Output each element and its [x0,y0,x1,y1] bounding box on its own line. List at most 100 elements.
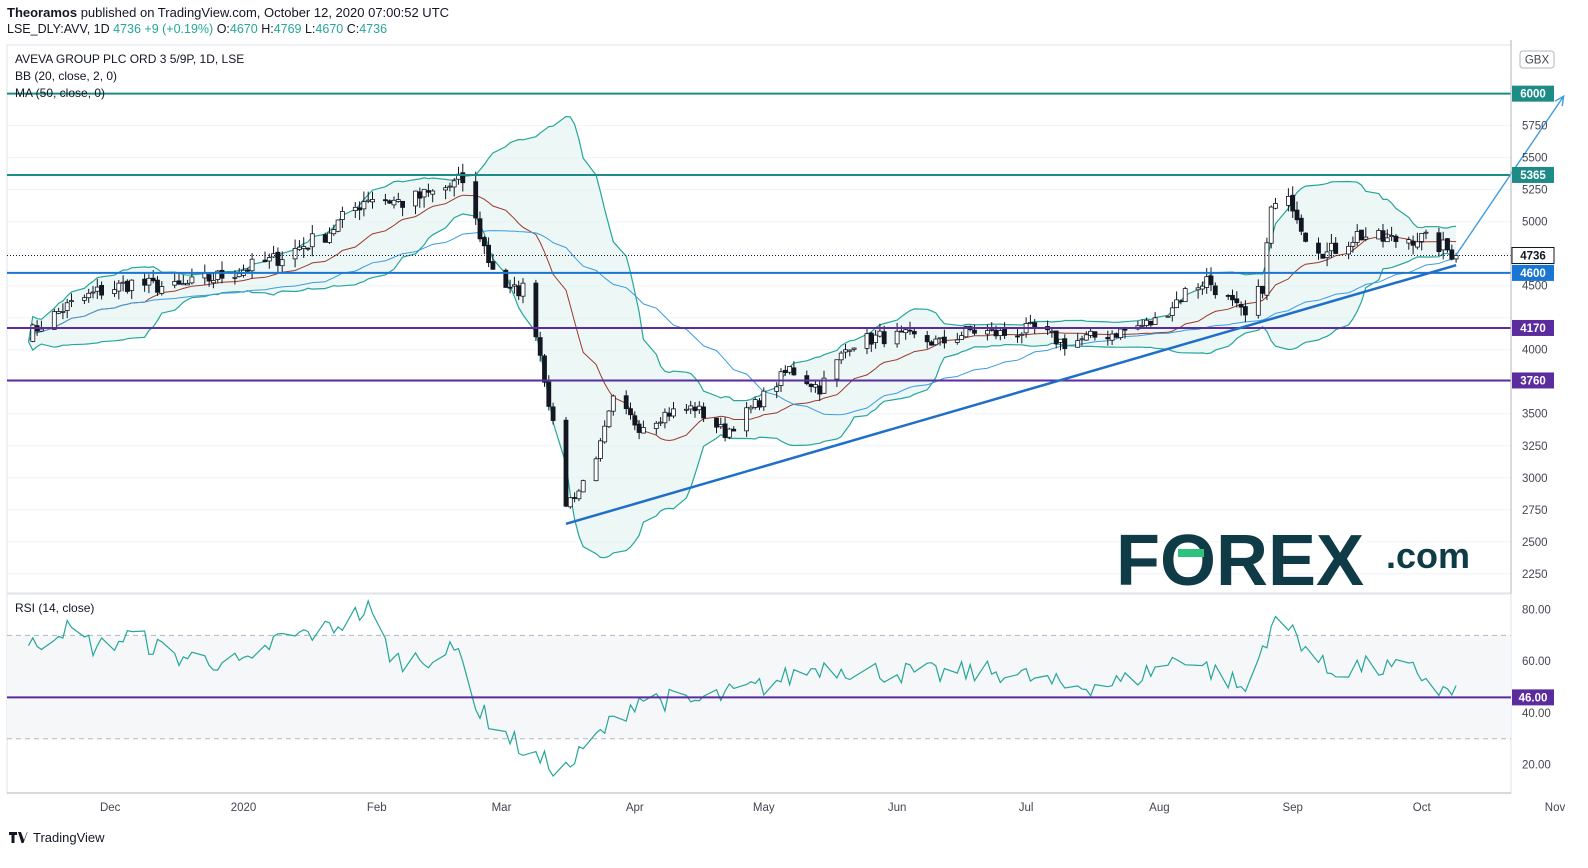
candle [460,163,466,192]
candle-body [1092,331,1098,338]
rsi-band-fill [7,635,1511,739]
candle [911,327,917,339]
rsi-line [27,598,1457,777]
candle-body [425,190,431,193]
candle [942,329,947,349]
candle [451,178,457,197]
candle-body [744,407,749,432]
candle-body [1019,333,1025,336]
candle [125,279,130,294]
candle-body [731,428,737,432]
candle-body [1182,288,1188,303]
tradingview-brand[interactable]: TradingView [33,830,105,845]
candle-body [1109,333,1115,341]
candle-body [69,300,74,303]
candle-body [993,329,999,337]
candle-body [150,277,156,282]
candle-body [112,289,117,294]
candle [1350,236,1356,253]
rsi-pane[interactable]: RSI (14, close) [6,593,1512,794]
projection-arrow[interactable] [1455,94,1565,256]
candle-body [714,417,719,428]
candle [1174,291,1179,309]
candle [598,438,603,462]
date-tick-Jun: Jun [888,802,907,814]
publish-line: Theoramos published on TradingView.com, … [7,5,449,20]
price-axis[interactable]: 2250 2500 2750 3000 3250 3500 4000 4500 5000 5250… [1510,40,1548,793]
open-label: O: [216,22,230,36]
candle-body [82,297,87,301]
price-pane[interactable] [6,44,1565,594]
candle-body [370,199,375,203]
candle-body [1268,206,1274,244]
candle [567,497,573,509]
price-tick-3500: 3500 [1522,409,1548,421]
logo-green-bar [1178,549,1204,557]
candle [972,324,977,336]
candle [279,251,285,274]
candle [443,185,449,200]
candle [361,191,367,217]
price-tick-5000: 5000 [1522,217,1548,229]
candle [1419,232,1425,251]
candle [1053,330,1059,349]
candle-body [877,330,883,337]
candle [924,330,930,349]
candle [1324,242,1330,267]
candle [1359,229,1364,241]
candle-body [997,330,1003,336]
candle-body [963,326,969,338]
rsi-level-tag [1512,689,1554,706]
candle-body [1075,340,1081,348]
candle-body [219,269,225,279]
candle [370,191,375,209]
candle-body [701,406,706,419]
candle-body [1286,196,1291,206]
candle-body [382,199,388,202]
date-tick-2020: 2020 [231,802,257,814]
candle-body [176,280,182,285]
candle-body [473,181,479,219]
candle-body [361,201,367,210]
candle [1298,214,1304,236]
candle [51,308,57,330]
author-name[interactable]: Theoramos [7,5,78,20]
candle [881,325,887,348]
candle [1255,279,1261,319]
date-axis[interactable]: Dec 2020 Feb Mar Apr May Jun Jul Aug Sep Oct Nov [7,792,1565,814]
support-trendline[interactable] [565,264,1457,526]
candle-body [1230,294,1235,301]
candle-body [1208,275,1214,286]
candle-body [593,458,599,482]
candle-body [180,283,186,286]
candle-body [421,188,427,198]
candle [481,235,487,255]
candle-body [1053,330,1059,345]
price-tick-5250: 5250 [1522,185,1548,197]
candle-body [1376,230,1382,240]
low-label: L: [304,22,316,36]
legend-ma[interactable]: MA (50, close, 0) [15,86,105,100]
candle-body [1316,242,1321,254]
currency-badge[interactable]: GBX [1519,50,1555,69]
rsi-axis[interactable]: 20.00 40.00 60.00 80.00 46.00 [1512,605,1554,772]
candle-body [116,282,122,292]
candle-body [653,422,659,429]
candle [189,268,195,285]
candle [1273,197,1278,210]
candle [1423,229,1429,240]
candle-body [503,269,509,288]
candle [129,279,135,299]
legend-bb[interactable]: BB (20, close, 2, 0) [15,69,117,83]
candle-body [51,311,57,330]
legend-rsi[interactable]: RSI (14, close) [15,601,94,615]
candle-body [1169,307,1175,316]
candle-body [1088,330,1093,336]
candle-body [443,187,449,191]
tradingview-logo-icon [8,831,28,844]
level-tag-text-6000: 6000 [1520,89,1546,101]
close-value: 4736 [359,22,388,36]
candle-body [684,408,689,411]
candle [1264,237,1270,301]
